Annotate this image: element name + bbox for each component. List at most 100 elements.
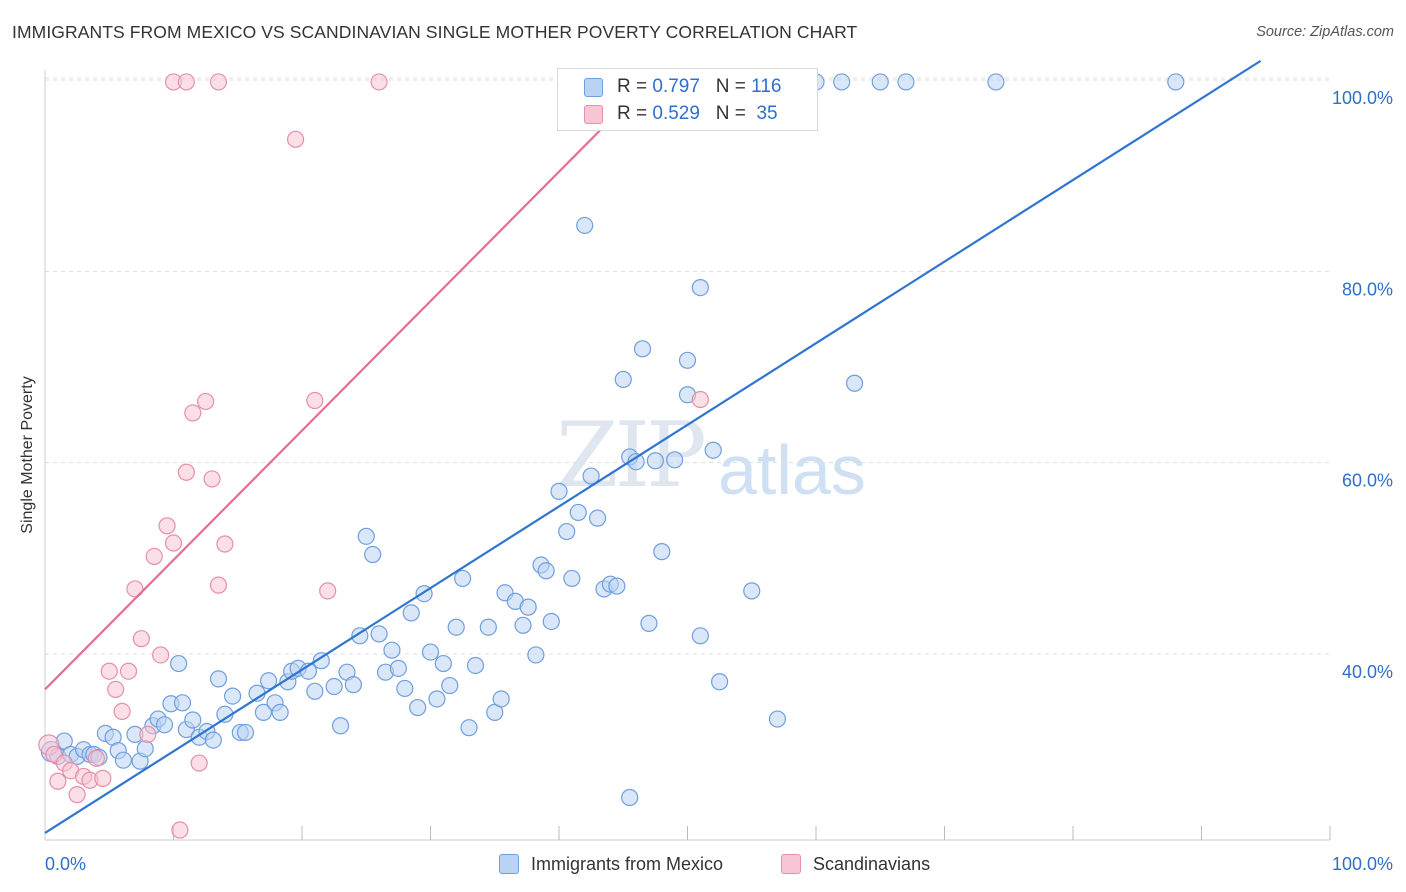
scandinavian-point bbox=[119, 662, 138, 680]
scandinavian-point bbox=[126, 580, 144, 598]
legend-r-label: R = bbox=[617, 76, 648, 97]
scandinavian-point bbox=[286, 130, 305, 148]
mexico-point bbox=[691, 278, 709, 297]
y-tick-label: 60.0% bbox=[1342, 471, 1393, 491]
legend-r-label: R = bbox=[617, 103, 648, 124]
legend-row-mexico: R = 0.797 N = 116 bbox=[584, 75, 781, 99]
scandinavian-point bbox=[100, 662, 118, 680]
legend-n-value: 35 bbox=[751, 103, 778, 124]
mexico-point bbox=[428, 690, 446, 708]
mexico-point bbox=[653, 543, 671, 561]
scandinavian-point bbox=[164, 534, 183, 552]
bottom-legend-blue-icon bbox=[499, 854, 519, 874]
y-tick-label: 40.0% bbox=[1342, 662, 1393, 682]
mexico-point bbox=[845, 374, 864, 392]
mexico-trend-line bbox=[44, 59, 1262, 834]
legend-n-value: 116 bbox=[751, 76, 782, 97]
scandinavian-trend-line bbox=[44, 112, 618, 691]
mexico-point bbox=[447, 618, 465, 636]
mexico-point bbox=[155, 716, 174, 734]
scandinavian-point bbox=[68, 786, 86, 804]
mexico-point bbox=[582, 467, 600, 485]
mexico-point bbox=[558, 522, 576, 541]
mexico-point bbox=[576, 216, 594, 235]
scandinavian-point bbox=[197, 392, 215, 411]
mexico-point bbox=[569, 503, 587, 522]
mexico-point bbox=[466, 656, 485, 675]
mexico-point bbox=[479, 618, 497, 636]
scandinavian-point bbox=[158, 517, 176, 535]
mexico-point bbox=[364, 545, 382, 564]
bottom-legend-mexico-label: Immigrants from Mexico bbox=[531, 853, 724, 874]
mexico-point bbox=[519, 598, 537, 616]
scandinavian-point bbox=[190, 754, 208, 772]
mexico-point bbox=[331, 717, 350, 735]
mexico-point bbox=[306, 682, 324, 700]
mexico-point bbox=[236, 723, 255, 742]
correlation-legend: R = 0.797 N = 116 R = 0.529 N = 35 bbox=[557, 68, 818, 131]
mexico-point bbox=[184, 711, 202, 729]
mexico-point bbox=[170, 654, 188, 673]
mexico-point bbox=[588, 509, 607, 527]
scandinavian-point bbox=[94, 769, 112, 787]
scandinavian-point bbox=[319, 582, 337, 600]
scandinavian-point bbox=[209, 73, 228, 91]
mexico-point bbox=[136, 740, 154, 758]
mexico-point bbox=[614, 370, 632, 389]
mexico-point bbox=[114, 751, 132, 769]
mexico-point bbox=[254, 703, 273, 721]
scandinavian-point bbox=[113, 702, 131, 721]
scandinavian-point bbox=[306, 391, 324, 410]
mexico-point bbox=[768, 710, 787, 728]
mexico-point bbox=[460, 719, 478, 737]
scandinavian-point bbox=[49, 772, 67, 790]
mexico-point bbox=[897, 73, 915, 91]
scandinavian-point bbox=[177, 73, 195, 91]
mexico-point bbox=[633, 340, 652, 358]
scandinavian-point bbox=[370, 73, 388, 91]
mexico-point bbox=[441, 676, 459, 695]
mexico-point bbox=[563, 569, 581, 588]
legend-r-value: 0.797 bbox=[652, 76, 700, 97]
watermark-atlas: atlas bbox=[718, 431, 866, 509]
mexico-point bbox=[678, 351, 697, 369]
scandinavian-point bbox=[145, 547, 163, 566]
mexico-point bbox=[550, 482, 568, 500]
mexico-point bbox=[527, 646, 545, 664]
mexico-point bbox=[344, 676, 362, 694]
mexico-point bbox=[621, 788, 639, 807]
x-tick-label: 0.0% bbox=[45, 854, 86, 874]
mexico-point bbox=[691, 627, 709, 645]
mexico-point bbox=[224, 687, 242, 705]
mexico-point bbox=[259, 672, 278, 690]
mexico-point bbox=[396, 679, 414, 698]
scandinavian-point bbox=[171, 821, 189, 839]
bottom-legend-scandinavians: Scandinavians bbox=[781, 850, 930, 878]
source-label: Source: ZipAtlas.com bbox=[1256, 24, 1394, 40]
scandinavian-point bbox=[216, 535, 234, 553]
scandinavian-point bbox=[209, 576, 228, 594]
chart-title: IMMIGRANTS FROM MEXICO VS SCANDINAVIAN S… bbox=[12, 22, 858, 42]
legend-r-value: 0.529 bbox=[652, 103, 700, 124]
mexico-point bbox=[383, 641, 401, 659]
mexico-point bbox=[454, 569, 472, 588]
mexico-point bbox=[871, 73, 889, 91]
mexico-point bbox=[389, 659, 407, 677]
legend-n-label: N = bbox=[715, 103, 746, 124]
mexico-point bbox=[357, 527, 375, 545]
mexico-point bbox=[833, 73, 851, 91]
mexico-point bbox=[704, 441, 722, 459]
mexico-point bbox=[711, 673, 729, 691]
scandinavian-point bbox=[184, 404, 202, 422]
mexico-point bbox=[402, 604, 420, 622]
mexico-point bbox=[542, 612, 560, 631]
bottom-legend-pink-icon bbox=[781, 854, 801, 874]
mexico-point bbox=[312, 652, 330, 670]
bottom-legend-mexico: Immigrants from Mexico bbox=[499, 850, 723, 878]
mexico-point bbox=[370, 625, 388, 643]
legend-swatch-pink-icon bbox=[584, 104, 603, 124]
scandinavian-point bbox=[87, 749, 106, 767]
y-tick-label: 100.0% bbox=[1332, 88, 1393, 108]
bottom-legend-scandinavians-label: Scandinavians bbox=[813, 853, 931, 874]
mexico-point bbox=[271, 703, 289, 721]
